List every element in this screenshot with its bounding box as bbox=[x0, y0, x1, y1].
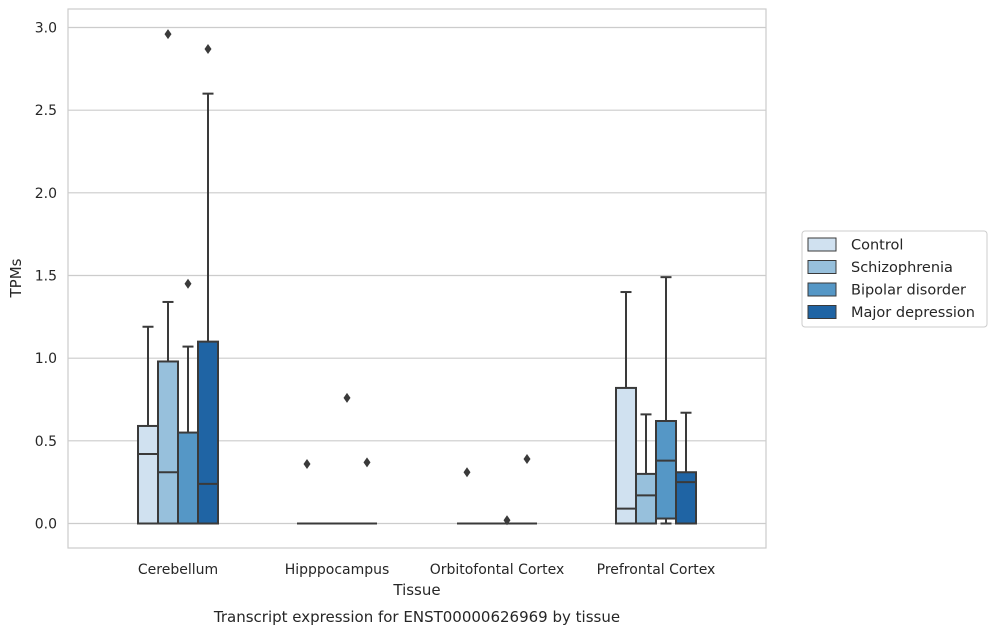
outlier-marker bbox=[184, 278, 192, 289]
legend-label: Bipolar disorder bbox=[851, 283, 966, 299]
box-major-depression bbox=[197, 43, 219, 525]
box-control bbox=[457, 467, 477, 525]
outlier-marker bbox=[343, 392, 351, 403]
legend-swatch bbox=[807, 305, 837, 319]
outlier-marker bbox=[463, 467, 471, 478]
outlier-marker bbox=[523, 454, 531, 465]
legend-label: Schizophrenia bbox=[851, 260, 953, 276]
box-bipolar-disorder bbox=[655, 276, 677, 525]
legend-swatch bbox=[807, 260, 837, 274]
y-tick-label: 2.0 bbox=[35, 186, 57, 202]
plot-frame bbox=[67, 8, 767, 549]
y-tick-labels: 0.0 0.5 1.0 1.5 2.0 2.5 3.0 bbox=[35, 21, 57, 533]
x-tick-label: Orbitofontal Cortex bbox=[430, 562, 565, 578]
y-tick-label: 0.0 bbox=[35, 517, 57, 533]
box-schizophrenia bbox=[635, 413, 657, 525]
outlier-marker bbox=[363, 457, 371, 468]
legend-swatch bbox=[807, 237, 837, 252]
legend-label: Major depression bbox=[851, 305, 975, 321]
legend-item: Control bbox=[807, 237, 903, 254]
box-body bbox=[615, 386, 637, 525]
legend: Control Schizophrenia Bipolar disorder Majo… bbox=[801, 230, 988, 328]
outlier-marker bbox=[204, 43, 212, 54]
box-body bbox=[137, 424, 159, 525]
outlier-marker bbox=[503, 515, 511, 526]
legend-item: Major depression bbox=[807, 305, 975, 321]
legend-item: Schizophrenia bbox=[807, 260, 953, 276]
box-major-depression bbox=[517, 454, 537, 525]
chart-caption: Transcript expression for ENST0000062696… bbox=[213, 608, 620, 626]
x-axis-label: Tissue bbox=[392, 581, 440, 599]
box-control bbox=[137, 325, 159, 525]
x-tick-label: Cerebellum bbox=[138, 562, 218, 578]
boxes bbox=[137, 29, 697, 526]
legend-label: Control bbox=[851, 238, 903, 254]
box-major-depression bbox=[675, 411, 697, 525]
box-major-depression bbox=[357, 457, 377, 525]
legend-items: Control Schizophrenia Bipolar disorder Majo… bbox=[807, 237, 975, 321]
y-tick-label: 1.5 bbox=[35, 269, 57, 285]
legend-swatch bbox=[807, 282, 837, 297]
x-tick-label: Hipppocampus bbox=[285, 562, 390, 578]
y-tick-label: 0.5 bbox=[35, 434, 57, 450]
legend-frame bbox=[801, 230, 988, 328]
box-control bbox=[615, 291, 637, 525]
y-axis-label: TPMs bbox=[7, 258, 25, 298]
legend-item: Bipolar disorder bbox=[807, 282, 966, 299]
box-body bbox=[675, 471, 697, 525]
box-body bbox=[197, 340, 219, 525]
outlier-marker bbox=[303, 458, 311, 469]
x-tick-label: Prefrontal Cortex bbox=[597, 562, 716, 578]
y-tick-label: 1.0 bbox=[35, 351, 57, 367]
y-tick-label: 3.0 bbox=[35, 21, 57, 37]
box-body bbox=[177, 431, 199, 525]
box-body bbox=[157, 360, 179, 525]
x-tick-labels: Cerebellum Hipppocampus Orbitofontal Corte… bbox=[138, 562, 715, 578]
box-bipolar-disorder bbox=[337, 392, 357, 525]
box-schizophrenia bbox=[157, 29, 179, 525]
box-bipolar-disorder bbox=[177, 278, 199, 525]
box-body bbox=[655, 419, 677, 520]
box-bipolar-disorder bbox=[497, 515, 517, 526]
box-body bbox=[635, 472, 657, 525]
y-tick-label: 2.5 bbox=[35, 103, 57, 119]
outlier-marker bbox=[164, 29, 172, 40]
box-control bbox=[297, 458, 317, 525]
